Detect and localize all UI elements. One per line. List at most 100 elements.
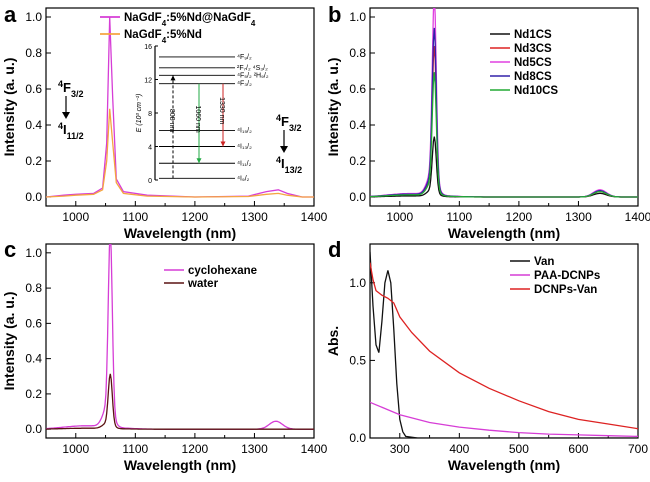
x-axis-label-a: Wavelength (nm): [124, 225, 236, 241]
inset-arrow-label-1: 1060 nm: [194, 105, 201, 132]
series-line-b-3: [370, 27, 638, 198]
x-tick-label-c-0: 1000: [62, 442, 89, 456]
series-line-b-4: [370, 72, 638, 198]
inset-arrow-head-icon-2: [220, 141, 226, 147]
x-axis-label-b: Wavelength (nm): [448, 225, 560, 241]
energy-level-label-0: ⁴F₉/₂: [237, 54, 252, 61]
x-tick-label-a-2: 1200: [182, 210, 209, 224]
panel-letter-c: c: [4, 237, 16, 262]
series-line-b-0: [370, 136, 638, 198]
x-tick-label-d-3: 600: [568, 442, 588, 456]
y-tick-label-c-1: 0.2: [25, 387, 42, 401]
x-tick-label-c-3: 1300: [241, 442, 268, 456]
y-tick-label-a-5: 1.0: [25, 10, 42, 24]
legend-label-b-0: Nd1CS: [514, 29, 552, 41]
x-tick-label-c-2: 1200: [182, 442, 209, 456]
transition-annotations-a: 4F3/2 4I11/2 4F3/2 4I13/2: [58, 79, 302, 175]
y-tick-label-b-1: 0.2: [349, 154, 366, 168]
x-tick-label-b-4: 1400: [625, 210, 650, 224]
legend-label-b-1: Nd3CS: [514, 43, 552, 55]
x-tick-label-b-2: 1200: [506, 210, 533, 224]
series-line-a-0: [46, 16, 314, 198]
x-tick-label-c-1: 1100: [122, 442, 148, 456]
series-line-c-0: [46, 244, 314, 430]
y-tick-label-b-2: 0.4: [349, 118, 366, 132]
inset-arrow-head-icon-0: [170, 75, 176, 81]
plot-frame-b: [369, 7, 639, 207]
legend-label-b-2: Nd5CS: [514, 57, 552, 69]
x-tick-label-a-4: 1400: [301, 210, 328, 224]
y-tick-label-c-4: 0.8: [25, 281, 42, 295]
plot-frame-c: [45, 243, 315, 439]
plot-frame-a: [45, 7, 315, 207]
chart-panel-a: 1000 1100 1200 1300 1400 0.0 0.2 0.4 0.6 0.8 1.0 Wa…: [1, 7, 328, 241]
x-tick-label-b-3: 1300: [565, 210, 592, 224]
legend-label-b-4: Nd10CS: [514, 85, 558, 97]
y-tick-label-d-2: 1.0: [349, 276, 366, 290]
legend-b: Nd1CS Nd3CS Nd5CS Nd8CS Nd10CS: [490, 29, 558, 97]
y-tick-label-b-3: 0.6: [349, 82, 366, 96]
legend-label-d-0: Van: [534, 256, 554, 268]
series-line-b-2: [370, 8, 638, 198]
inset-y-tick-label-3: 12: [144, 78, 152, 85]
energy-level-label-5: ⁴I₁₃/₂: [237, 144, 252, 151]
legend-label-c-0: cyclohexane: [188, 265, 257, 277]
y-tick-label-c-0: 0.0: [25, 422, 42, 436]
x-axis-label-c: Wavelength (nm): [124, 457, 236, 473]
y-tick-label-d-1: 0.5: [349, 353, 366, 367]
inset-y-tick-label-1: 4: [148, 145, 152, 152]
legend-label-c-1: water: [187, 278, 219, 290]
y-tick-label-b-0: 0.0: [349, 190, 366, 204]
legend-label-d-2: DCNPs-Van: [534, 284, 597, 296]
y-tick-label-d-0: 0.0: [349, 431, 366, 445]
inset-y-axis-label: E (10³ cm⁻¹): [136, 94, 143, 133]
left-transition-lower-level: 4I11/2: [58, 121, 84, 141]
series-line-c-1: [46, 373, 314, 430]
right-transition-lower-level: 4I13/2: [276, 155, 302, 175]
x-tick-label-a-3: 1300: [241, 210, 268, 224]
x-axis-label-d: Wavelength (nm): [448, 457, 560, 473]
x-tick-label-a-1: 1100: [122, 210, 148, 224]
y-tick-label-b-5: 1.0: [349, 10, 366, 24]
y-tick-label-a-4: 0.8: [25, 46, 42, 60]
x-tick-label-b-0: 1000: [386, 210, 413, 224]
y-tick-label-a-0: 0.0: [25, 190, 42, 204]
inset-y-tick-label-0: 0: [148, 178, 152, 185]
x-tick-label-b-1: 1100: [446, 210, 472, 224]
chart-panel-b: 1000 1100 1200 1300 1400 0.0 0.2 0.4 0.6 0.8 1.0 Wa…: [325, 7, 650, 241]
legend-label-a-1: NaGdF4:5%Nd: [124, 29, 202, 45]
energy-level-label-6: ⁴I₁₁/₂: [237, 160, 252, 167]
legend-label-a-0: NaGdF4:5%Nd@NaGdF4: [124, 12, 256, 28]
panel-letter-b: b: [328, 2, 341, 27]
x-tick-label-d-0: 300: [390, 442, 410, 456]
energy-level-label-4: ⁴I₁₅/₂: [237, 128, 252, 135]
energy-level-label-7: ⁴I₉/₂: [237, 175, 250, 182]
y-axis-label-a: Intensity (a. u.): [1, 58, 17, 157]
legend-d: Van PAA-DCNPs DCNPs-Van: [510, 256, 600, 296]
inset-arrow-label-2: 1330 nm: [218, 97, 225, 124]
inset-arrow-head-icon-1: [196, 158, 202, 164]
series-line-d-2: [370, 262, 638, 430]
series-line-b-1: [370, 45, 638, 198]
chart-panel-c: 1000 1100 1200 1300 1400 0.0 0.2 0.4 0.6 0.8 1.0 Wa…: [1, 243, 328, 473]
left-transition-upper-level: 4F3/2: [58, 79, 83, 99]
y-tick-label-c-3: 0.6: [25, 316, 42, 330]
inset-arrow-label-0: 808 nm: [168, 109, 175, 133]
y-tick-label-c-2: 0.4: [25, 352, 42, 366]
x-tick-label-d-1: 400: [449, 442, 469, 456]
energy-level-label-2: ⁴F₅/₂ ²H₉/₂: [237, 72, 269, 79]
y-tick-label-b-4: 0.8: [349, 46, 366, 60]
legend-label-d-1: PAA-DCNPs: [534, 270, 600, 282]
series-line-d-1: [370, 401, 638, 438]
right-transition-arrow-icon: [280, 146, 288, 153]
x-tick-label-a-0: 1000: [62, 210, 89, 224]
y-tick-label-a-1: 0.2: [25, 154, 42, 168]
chart-panel-d: 300 400 500 600 700 0.0 0.5 1.0 Wavelength (nm) A…: [325, 243, 648, 473]
y-tick-label-c-5: 1.0: [25, 246, 42, 260]
panel-letter-d: d: [328, 237, 341, 262]
x-tick-label-d-4: 700: [628, 442, 648, 456]
x-tick-label-c-4: 1400: [301, 442, 328, 456]
energy-level-label-3: ⁴F₃/₂: [237, 81, 252, 88]
